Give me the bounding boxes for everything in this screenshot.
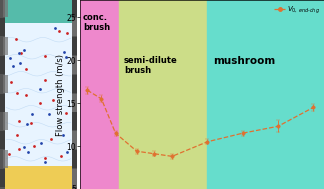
Bar <box>72 112 77 130</box>
Point <box>29 112 34 115</box>
Point <box>63 56 68 59</box>
Point <box>42 78 47 81</box>
Bar <box>0 0 6 189</box>
Bar <box>72 131 77 149</box>
Bar <box>72 18 77 36</box>
Point <box>38 101 43 104</box>
Point <box>64 111 69 114</box>
Bar <box>0 0 77 23</box>
Bar <box>3 112 8 130</box>
Bar <box>119 0 207 189</box>
Bar <box>72 150 77 168</box>
Bar <box>72 75 77 93</box>
Bar <box>72 56 77 74</box>
Bar <box>207 0 324 189</box>
Point <box>60 134 65 137</box>
Bar <box>72 169 77 187</box>
Bar <box>0 18 6 36</box>
Point <box>21 48 26 51</box>
Point <box>23 94 28 97</box>
Bar <box>72 94 77 112</box>
Bar <box>3 75 8 93</box>
Bar <box>72 0 77 17</box>
Point <box>25 151 30 154</box>
Point <box>42 160 47 163</box>
Point <box>56 30 62 33</box>
Bar <box>72 37 77 55</box>
Bar <box>80 0 119 189</box>
Point <box>42 54 47 57</box>
Point <box>65 151 70 154</box>
Point <box>18 51 23 54</box>
Legend: $V_{0,\,\mathit{end}{\text{-}}\mathit{chg}}$: $V_{0,\,\mathit{end}{\text{-}}\mathit{ch… <box>274 3 320 16</box>
Text: mushroom: mushroom <box>213 56 275 66</box>
Point <box>22 145 27 148</box>
Point <box>53 27 58 30</box>
Text: conc.
brush: conc. brush <box>83 13 110 32</box>
Point <box>14 37 19 40</box>
Point <box>65 32 70 35</box>
Point <box>11 65 16 68</box>
Point <box>24 68 29 71</box>
Point <box>32 144 37 147</box>
Bar <box>3 150 8 168</box>
Point <box>28 121 33 124</box>
Point <box>49 138 54 141</box>
Point <box>24 123 29 126</box>
Point <box>15 91 20 94</box>
Bar <box>0 94 6 112</box>
Point <box>16 120 21 123</box>
Bar <box>0 166 77 189</box>
Point <box>37 87 42 90</box>
Bar <box>72 0 77 189</box>
Point <box>17 148 22 151</box>
Point <box>50 99 55 102</box>
Point <box>43 156 48 159</box>
Bar <box>0 169 6 187</box>
Point <box>39 142 44 145</box>
Text: semi-dilute
brush: semi-dilute brush <box>124 56 178 75</box>
Bar <box>6 15 72 174</box>
Point <box>17 52 22 55</box>
Point <box>8 56 13 59</box>
Point <box>15 134 20 137</box>
Point <box>6 152 12 155</box>
Point <box>17 62 22 65</box>
Bar <box>0 131 6 149</box>
Y-axis label: Flow strength (m/s): Flow strength (m/s) <box>56 53 65 136</box>
Point <box>62 50 67 53</box>
Bar <box>3 37 8 55</box>
Point <box>46 112 51 115</box>
Point <box>58 155 64 158</box>
Bar <box>0 56 6 74</box>
Point <box>9 80 14 83</box>
Bar <box>3 0 8 17</box>
